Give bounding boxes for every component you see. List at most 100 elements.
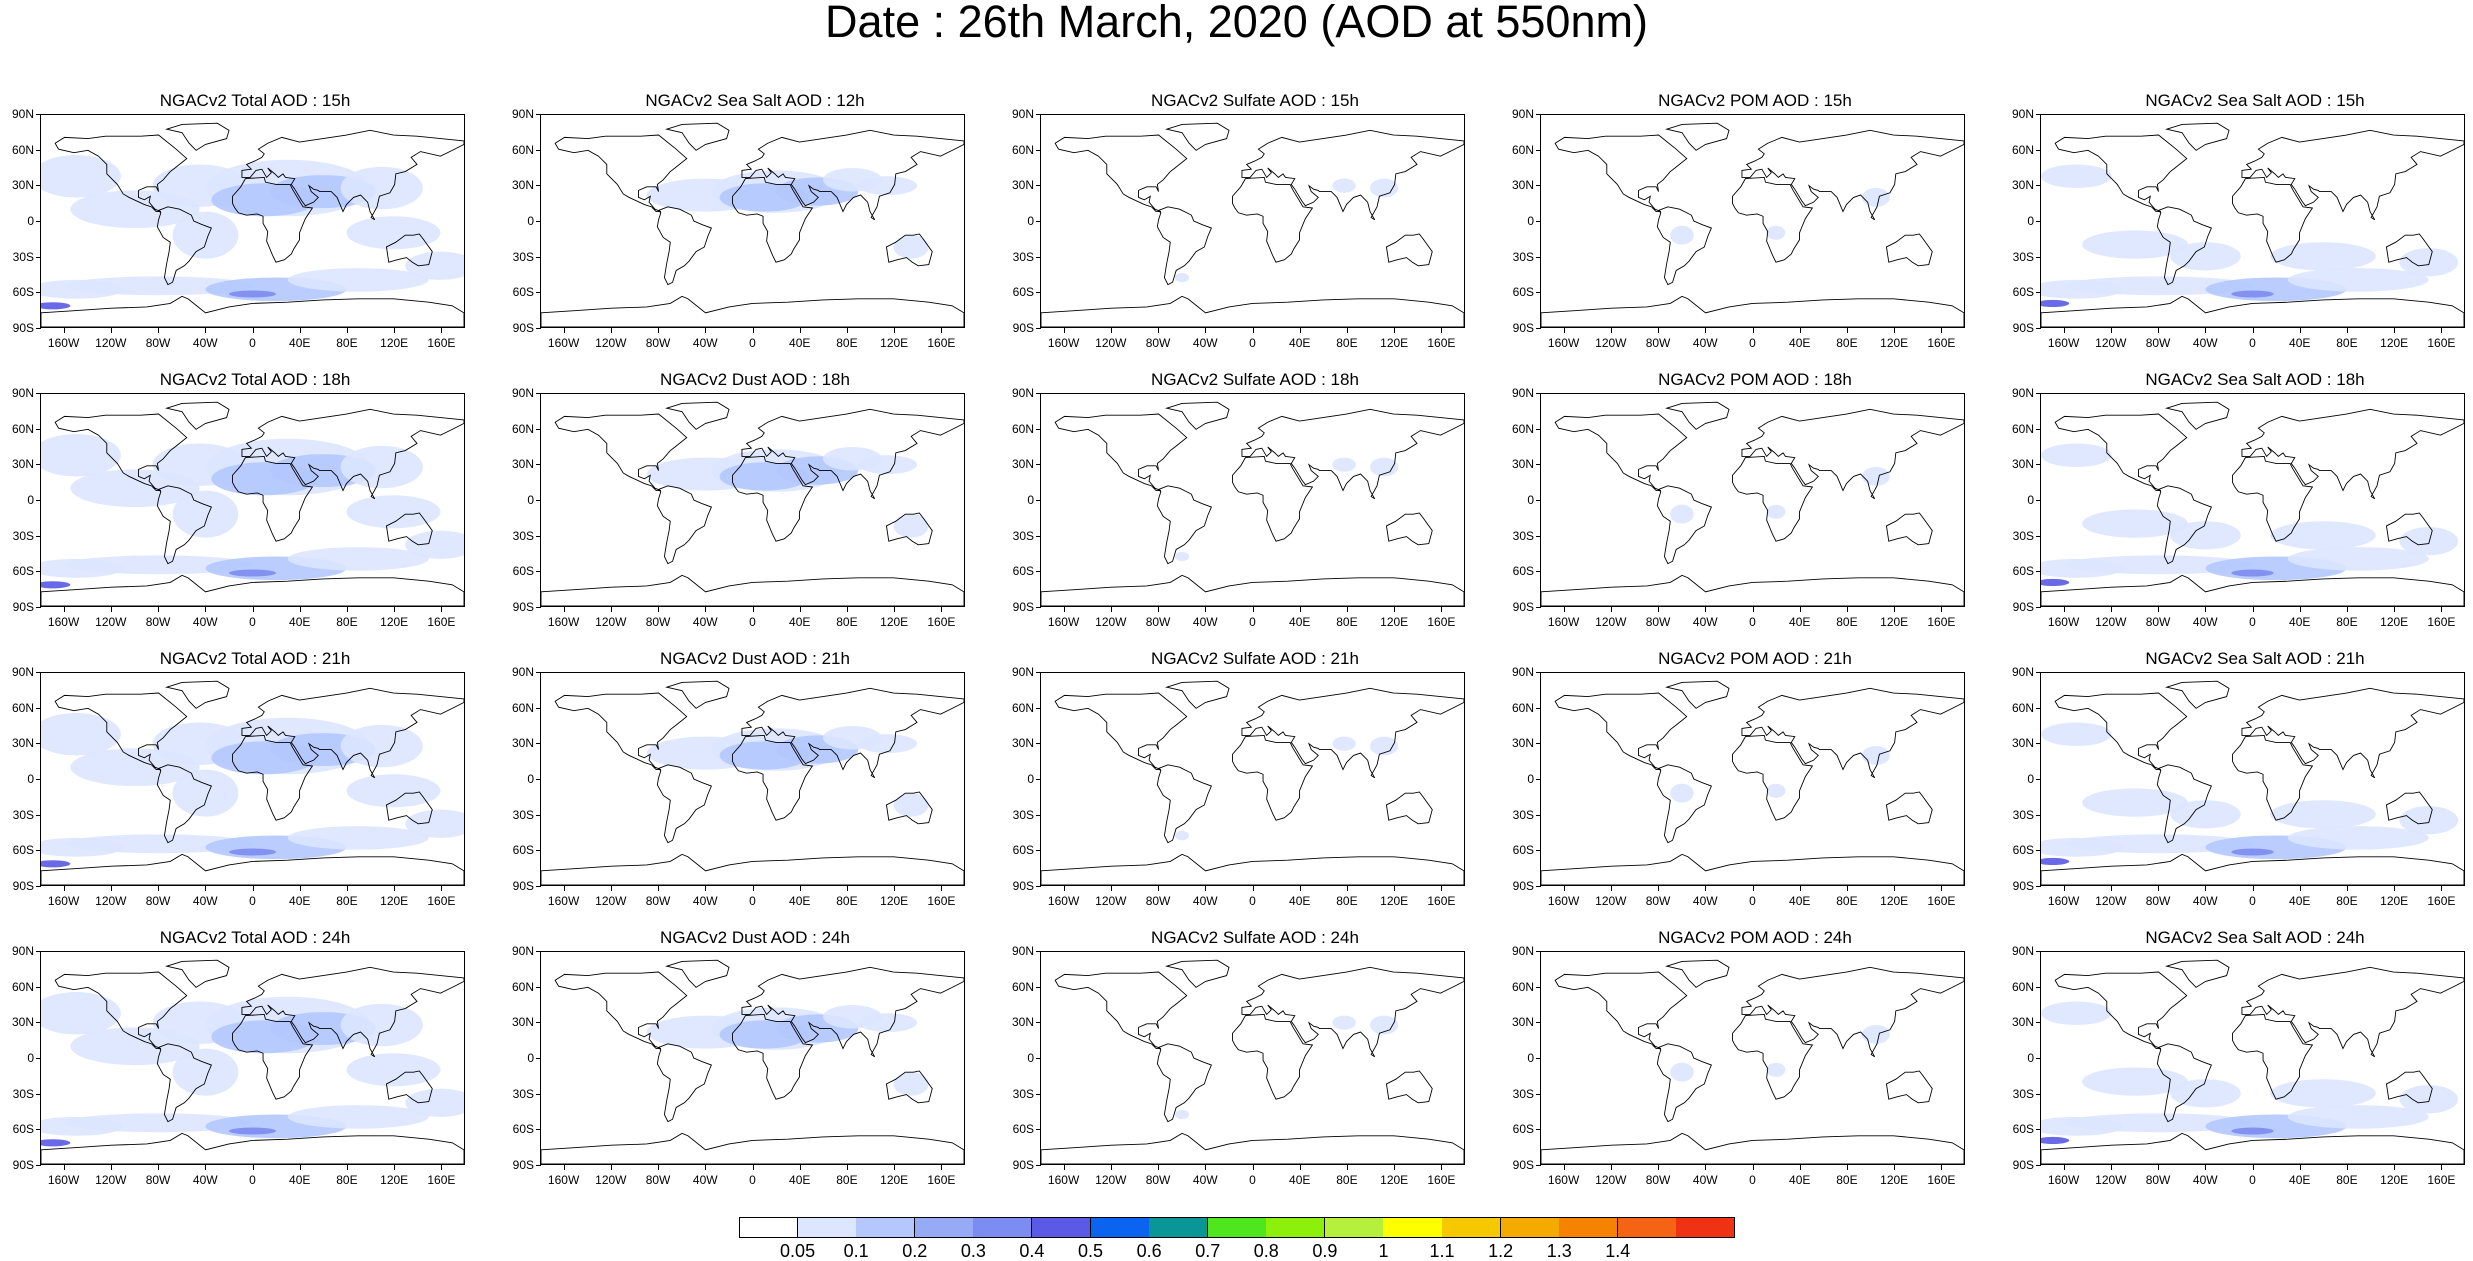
lat-tick xyxy=(1536,672,1541,673)
aod-region xyxy=(287,268,429,292)
lat-tick-label: 90S xyxy=(1512,879,1534,893)
lon-tick-label: 40E xyxy=(789,1173,811,1187)
coastline-africa xyxy=(732,176,814,263)
map-panel-dust: NGACv2 Dust AOD : 24h 90N 60N 30N 0 30S 60S 90S… xyxy=(500,927,970,1197)
coastline-antarctica xyxy=(1541,853,1964,885)
aod-region xyxy=(340,724,423,768)
lon-tick xyxy=(1799,607,1801,612)
coastline-australia xyxy=(385,791,433,825)
lat-tick-label: 30N xyxy=(1011,457,1034,472)
lat-tick-label: 90N xyxy=(2011,386,2034,400)
lat-tick-label: 0 xyxy=(1027,214,1034,228)
lon-tick xyxy=(1705,607,1707,612)
lon-tick-label: 40E xyxy=(1289,615,1311,629)
lat-tick xyxy=(1036,779,1041,780)
lon-tick xyxy=(158,1165,160,1170)
lon-tick xyxy=(563,1165,565,1170)
aod-region xyxy=(2399,806,2459,835)
lon-tick xyxy=(1441,607,1443,612)
lat-tick xyxy=(1036,256,1041,258)
aod-region xyxy=(1766,783,1786,798)
lon-tick xyxy=(1752,886,1754,891)
lat-tick-label: 60S xyxy=(1012,564,1034,579)
lon-tick-label: 0 xyxy=(1749,1173,1756,1187)
coastline-north-america xyxy=(554,134,688,213)
aod-region xyxy=(2041,164,2112,189)
aod-region xyxy=(2231,1127,2274,1135)
panel-title: NGACv2 POM AOD : 15h xyxy=(1658,91,1852,110)
lon-tick-label: 40E xyxy=(289,1173,311,1187)
coastline-australia xyxy=(1885,512,1933,546)
lon-tick xyxy=(441,607,443,612)
coastline-australia xyxy=(1385,1070,1433,1104)
lon-tick-label: 160E xyxy=(427,894,456,908)
lon-tick xyxy=(2394,328,2396,333)
lat-tick-label: 90N xyxy=(1511,107,1534,121)
lon-tick-label: 80W xyxy=(645,336,671,350)
lon-tick-label: 80W xyxy=(145,1173,171,1187)
aod-region xyxy=(2041,722,2112,747)
lon-tick-label: 0 xyxy=(249,615,256,629)
coastline-antarctica xyxy=(1041,295,1464,327)
colorbar-swatch xyxy=(1383,1217,1443,1238)
lon-tick xyxy=(1846,1165,1848,1170)
lon-tick-label: 40W xyxy=(1692,894,1718,908)
lat-tick-label: 60S xyxy=(512,564,534,579)
aod-region xyxy=(2041,837,2124,857)
aod-region xyxy=(1670,504,1694,524)
lon-tick-label: 40E xyxy=(1789,1173,1811,1187)
lon-tick xyxy=(1394,328,1396,333)
coastline-australia xyxy=(1885,233,1933,267)
lat-tick xyxy=(1036,607,1041,608)
lon-tick xyxy=(252,1165,254,1170)
lon-tick xyxy=(1658,607,1660,612)
lon-tick xyxy=(846,607,848,612)
lat-tick-label: 90S xyxy=(1512,1158,1534,1172)
lon-tick-label: 160W xyxy=(547,894,580,908)
lat-tick-label: 90N xyxy=(511,107,534,121)
lon-tick xyxy=(110,1165,112,1170)
lat-tick-label: 60N xyxy=(511,700,534,715)
lat-tick xyxy=(1536,464,1541,466)
lat-tick-label: 30S xyxy=(512,807,534,822)
lon-tick-label: 120W xyxy=(1095,615,1127,629)
lat-tick-label: 60N xyxy=(11,421,34,436)
lat-tick-label: 60N xyxy=(1011,979,1034,994)
lat-tick-label: 0 xyxy=(27,493,34,507)
lon-tick-label: 120E xyxy=(1380,336,1409,350)
lon-tick-label: 160W xyxy=(1547,1173,1580,1187)
lon-tick-label: 120W xyxy=(2095,1173,2127,1187)
lon-tick-label: 40W xyxy=(1192,1173,1218,1187)
lat-tick xyxy=(1536,256,1541,258)
lon-tick xyxy=(1705,1165,1707,1170)
coastline-south-america xyxy=(156,485,212,565)
coastline-greenland xyxy=(1664,401,1730,430)
aod-region xyxy=(1766,1062,1786,1077)
lon-tick-label: 0 xyxy=(249,336,256,350)
lat-tick xyxy=(36,464,41,466)
lat-tick xyxy=(1036,393,1041,394)
coastline-australia xyxy=(1885,1070,1933,1104)
lon-tick-label: 0 xyxy=(249,894,256,908)
lon-tick-label: 80E xyxy=(1836,615,1858,629)
lon-tick-label: 80W xyxy=(1645,615,1671,629)
lon-tick-label: 80E xyxy=(336,336,358,350)
lon-tick-label: 0 xyxy=(749,615,756,629)
coastline-south-america xyxy=(1156,1043,1212,1123)
coastline-australia xyxy=(2385,1070,2433,1104)
lon-tick-label: 80E xyxy=(836,336,858,350)
lat-tick-label: 0 xyxy=(1027,493,1034,507)
lat-tick-label: 30N xyxy=(11,457,34,472)
lon-tick-label: 120W xyxy=(1595,1173,1627,1187)
lat-tick-label: 30N xyxy=(511,178,534,193)
lat-tick xyxy=(36,256,41,258)
lon-tick-label: 0 xyxy=(749,894,756,908)
lat-tick-label: 60N xyxy=(2011,979,2034,994)
lon-tick xyxy=(158,328,160,333)
lon-tick xyxy=(1752,1165,1754,1170)
lon-tick-label: 160W xyxy=(1047,336,1080,350)
map-canvas xyxy=(1541,680,1964,885)
lon-tick xyxy=(1252,607,1254,612)
lon-tick xyxy=(2063,328,2065,333)
lon-tick xyxy=(1563,886,1565,891)
